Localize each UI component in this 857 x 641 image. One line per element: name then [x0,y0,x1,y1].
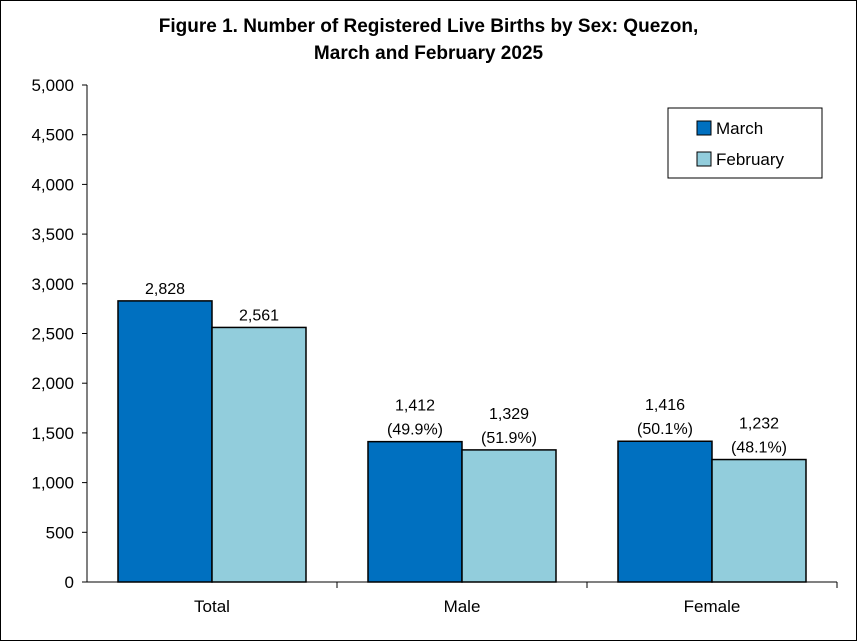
bar-march-female [617,440,713,583]
legend-box [667,107,823,179]
y-tick-label: 4,000 [31,175,74,194]
y-tick-label: 3,500 [31,225,74,244]
legend-swatch-february [696,151,712,167]
data-label: 2,828 [145,281,185,298]
data-label-percent: (51.9%) [481,430,537,447]
y-tick-label: 2,500 [31,325,74,344]
legend-label-march: March [716,119,763,138]
x-tick-label: Total [194,597,230,616]
y-tick-label: 2,000 [31,374,74,393]
y-tick-label: 5,000 [31,76,74,95]
data-label: 1,232 [739,416,779,433]
data-label: 1,416 [645,397,685,414]
data-label-percent: (50.1%) [637,421,693,438]
bar-february-total [211,326,307,583]
chart-title: Figure 1. Number of Registered Live Birt… [0,13,857,67]
y-tick-label: 1,500 [31,424,74,443]
y-tick-label: 1,000 [31,474,74,493]
x-tick-label: Male [444,597,481,616]
x-tick-label: Female [684,597,741,616]
y-tick-label: 500 [46,523,74,542]
bar-february-male [461,449,557,583]
bar-march-total [117,300,213,583]
y-tick-label: 4,500 [31,126,74,145]
legend-label-february: February [716,150,785,169]
data-label-percent: (49.9%) [387,422,443,439]
data-label: 1,412 [395,398,435,415]
chart-title-line-1: Figure 1. Number of Registered Live Birt… [158,16,699,37]
y-tick-label: 0 [65,573,74,592]
chart-title-line-2: March and February 2025 [313,43,544,64]
legend-swatch-march [696,120,712,136]
data-label: 1,329 [489,406,529,423]
data-label: 2,561 [239,307,279,324]
y-tick-label: 3,000 [31,275,74,294]
bar-february-female [711,458,807,583]
data-label-percent: (48.1%) [731,440,787,457]
bar-march-male [367,440,463,583]
